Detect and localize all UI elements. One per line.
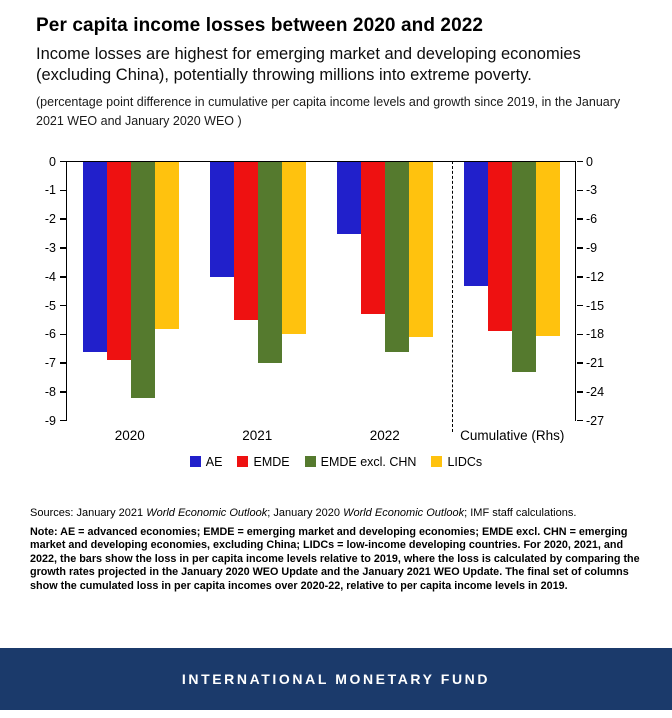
right-axis-tick-label: 0 (586, 154, 593, 169)
bar-lidcs (281, 161, 306, 335)
imf-footer-text: INTERNATIONAL MONETARY FUND (181, 671, 491, 687)
legend-swatch-lidcs (431, 456, 443, 468)
left-axis-tick-label: -4 (44, 269, 56, 284)
plot-area: 0 -1 -2 -3 -4 -5 -6 -7 -8 -9 0 -3 -6 -9 -12 -15 -18 -21 -2… (45, 155, 604, 432)
bar-emde-excl-chn (384, 161, 409, 352)
right-axis-tick-label: -24 (586, 384, 605, 399)
right-axis-tick (576, 419, 583, 422)
bar-emde (233, 161, 258, 320)
legend: AE EMDE EMDE excl. CHN LIDCs (0, 455, 672, 469)
left-axis-tick-label: -8 (44, 384, 56, 399)
left-axis-tick-label: -5 (44, 298, 56, 313)
x-axis-label-2021: 2021 (242, 427, 273, 443)
right-axis-tick (576, 276, 583, 278)
bar-ae (209, 161, 234, 277)
sources-line: Sources: January 2021 World Economic Out… (0, 481, 672, 521)
right-axis-tick (576, 304, 583, 307)
right-axis-tick (576, 333, 583, 336)
legend-item-emde-excl-chn: EMDE excl. CHN (304, 454, 417, 469)
left-axis-tick (59, 419, 66, 422)
bar-lidcs (154, 161, 179, 329)
figure-header: Per capita income losses between 2020 an… (0, 0, 672, 132)
left-axis-tick-label: -6 (44, 327, 56, 342)
bar-ae (336, 161, 361, 234)
bar-emde-excl-chn (130, 161, 155, 398)
right-axis-tick-label: -15 (586, 298, 605, 313)
bar-group-2022 (321, 161, 448, 421)
figure-subtitle: Income losses are highest for emerging m… (36, 45, 581, 84)
left-axis-tick (59, 218, 66, 220)
bar-emde-excl-chn (511, 161, 536, 372)
sources-italic-weo-2020: World Economic Outlook (343, 506, 465, 519)
x-axis-label-2022: 2022 (369, 427, 400, 443)
bar-group-2020 (67, 161, 194, 421)
legend-item-emde: EMDE (237, 454, 290, 469)
left-axis-tick-label: -1 (44, 183, 56, 198)
left-axis-tick (59, 391, 66, 393)
figure-title: Per capita income losses between 2020 an… (36, 15, 484, 36)
legend-swatch-emde (237, 456, 249, 468)
left-axis-tick (59, 160, 66, 163)
imf-footer-banner: INTERNATIONAL MONETARY FUND (0, 648, 672, 710)
right-axis-tick-label: -18 (586, 327, 605, 342)
bar-lidcs (408, 161, 433, 338)
sources-text: ; IMF staff calculations. (464, 506, 577, 519)
right-axis-tick (576, 391, 583, 393)
left-axis-tick (59, 304, 66, 307)
right-axis-tick (576, 160, 583, 163)
bar-ae (82, 161, 107, 352)
right-axis-tick-label: -12 (586, 269, 605, 284)
legend-label-emde-excl-chn: EMDE excl. CHN (320, 454, 417, 469)
bar-group-cumulative-rhs (448, 161, 575, 421)
legend-swatch-emde-excl-chn (304, 456, 316, 468)
right-axis-tick-label: -21 (586, 356, 605, 371)
right-axis-tick (576, 189, 583, 192)
x-axis-label-cumulative-rhs: Cumulative (Rhs) (460, 427, 565, 443)
sources-text: Sources: January 2021 (30, 506, 147, 519)
left-axis-tick (59, 247, 66, 249)
left-axis-tick (59, 189, 66, 192)
figure-units-note: (percentage point difference in cumulati… (36, 94, 621, 129)
sources-text: ; January 2020 (267, 506, 344, 519)
left-axis-tick (59, 276, 66, 278)
left-axis-tick-label: -7 (44, 356, 56, 371)
left-axis-tick (59, 362, 66, 364)
right-axis-tick-label: -9 (586, 240, 598, 255)
left-axis-tick (59, 333, 66, 336)
x-axis-label-2020: 2020 (114, 427, 145, 443)
right-axis-tick (576, 218, 583, 220)
legend-label-ae: AE (205, 454, 223, 469)
right-axis-tick-label: -27 (586, 413, 605, 428)
sources-italic-weo-2021: World Economic Outlook (146, 506, 268, 519)
bar-emde (487, 161, 512, 332)
right-axis-tick (576, 247, 583, 249)
left-axis-tick-label: -3 (44, 240, 56, 255)
bar-emde-excl-chn (257, 161, 282, 364)
legend-swatch-ae (189, 456, 201, 468)
right-axis-tick (576, 362, 583, 364)
left-axis-tick-label: -9 (44, 413, 56, 428)
left-axis-tick-label: -2 (44, 212, 56, 227)
right-axis-tick-label: -3 (586, 183, 598, 198)
legend-label-emde: EMDE (253, 454, 290, 469)
legend-item-lidcs: LIDCs (431, 455, 482, 469)
rhs-separator-dashed-line (452, 160, 454, 432)
bar-group-2021 (194, 161, 321, 421)
bar-lidcs (535, 161, 560, 337)
bar-emde (360, 161, 385, 315)
figure-note: Note: AE = advanced economies; EMDE = em… (30, 525, 640, 592)
legend-item-ae: AE (189, 454, 223, 469)
bar-chart: 0 -1 -2 -3 -4 -5 -6 -7 -8 -9 0 -3 -6 -9 -12 -15 -18 -21 -2… (0, 155, 672, 481)
bar-ae (463, 161, 488, 287)
right-axis-tick-label: -6 (586, 212, 598, 227)
legend-label-lidcs: LIDCs (447, 454, 483, 469)
bar-emde (106, 161, 131, 361)
x-axis-labels: 2020 2021 2022 Cumulative (Rhs) (66, 428, 576, 443)
left-axis-tick-label: 0 (49, 154, 56, 169)
